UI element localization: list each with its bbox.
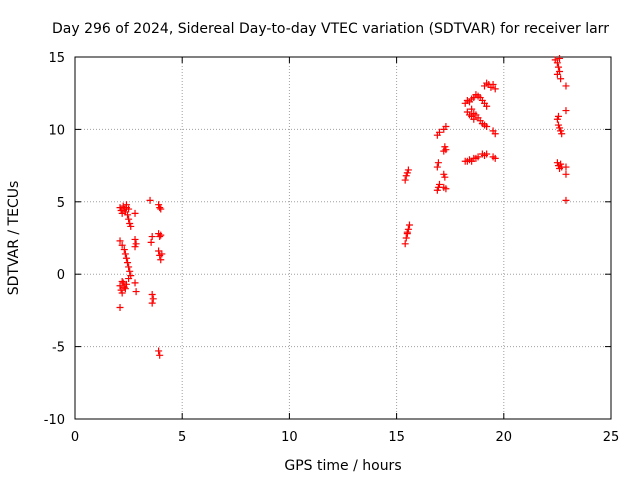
data-point-marker (146, 196, 154, 204)
data-point-marker (132, 288, 140, 296)
data-point-marker (156, 233, 164, 241)
data-point-marker (489, 81, 497, 89)
y-axis-label: SDTVAR / TECUs (6, 181, 22, 296)
data-point-marker (156, 351, 164, 359)
data-point-marker (121, 285, 129, 293)
data-point-marker (558, 130, 566, 138)
chart-title: Day 296 of 2024, Sidereal Day-to-day VTE… (52, 21, 609, 37)
data-point-marker (131, 279, 139, 287)
y-tick-label: 0 (57, 268, 65, 283)
data-point-marker (156, 204, 164, 212)
data-point-marker (553, 70, 561, 78)
data-point-marker (562, 163, 570, 171)
data-point-marker (483, 150, 491, 158)
data-point-marker (120, 246, 128, 254)
data-point-marker (433, 186, 441, 194)
data-point-marker (125, 263, 133, 271)
data-point-marker (403, 228, 411, 236)
data-point-marker (124, 211, 132, 219)
data-point-marker (442, 123, 450, 131)
y-tick-label: 15 (48, 51, 65, 66)
data-point-marker (155, 347, 163, 355)
data-point-marker (435, 128, 443, 136)
data-point-marker (401, 240, 409, 248)
tick-labels: 0 5 10 15 20 25 -10 -5 0 5 10 15 (44, 51, 620, 445)
data-point-marker (562, 82, 570, 90)
data-point-marker (131, 243, 139, 251)
y-tick-label: 5 (57, 196, 65, 211)
grid-lines (75, 57, 611, 419)
data-point-marker (491, 130, 499, 138)
data-point-marker (116, 304, 124, 312)
x-tick-label: 20 (496, 430, 513, 445)
data-point-marker (404, 166, 412, 174)
data-point-marker (122, 280, 130, 288)
data-point-marker (468, 105, 476, 113)
data-point-marker (556, 54, 564, 62)
data-point-marker (124, 259, 132, 267)
data-point-marker (483, 102, 491, 110)
data-point-marker (474, 153, 482, 161)
data-point-marker (157, 256, 165, 264)
y-tick-label: -5 (52, 341, 65, 356)
data-point-marker (118, 289, 126, 297)
data-point-marker (157, 205, 165, 213)
data-point-marker (127, 222, 135, 230)
data-point-marker (557, 75, 565, 83)
y-tick-label: -10 (44, 413, 65, 428)
plot-frame (74, 56, 612, 420)
data-point-marker (121, 250, 129, 258)
x-tick-label: 15 (388, 430, 405, 445)
data-point-marker (554, 63, 562, 71)
data-point-marker (147, 238, 155, 246)
data-point-marker (483, 123, 491, 131)
data-point-marker (405, 221, 413, 229)
data-point-marker (562, 170, 570, 178)
data-point-marker (122, 254, 130, 262)
data-point-marker (470, 115, 478, 123)
data-point-marker (118, 277, 126, 285)
data-point-marker (562, 196, 570, 204)
x-tick-label: 5 (178, 430, 186, 445)
data-point-marker (554, 112, 562, 120)
data-point-marker (442, 185, 450, 193)
data-points (116, 54, 570, 359)
data-point-marker (122, 201, 130, 209)
data-point-marker (434, 159, 442, 167)
data-point-marker (491, 85, 499, 93)
data-point-marker (562, 107, 570, 115)
data-point-marker (158, 250, 166, 258)
data-point-marker (401, 176, 409, 184)
data-point-marker (148, 299, 156, 307)
data-point-marker (118, 209, 126, 217)
data-point-marker (553, 59, 561, 67)
data-point-marker (125, 275, 133, 283)
x-axis-label: GPS time / hours (284, 458, 401, 474)
data-point-marker (442, 146, 450, 154)
data-point-marker (157, 231, 165, 239)
data-point-marker (116, 237, 124, 245)
x-tick-label: 25 (603, 430, 620, 445)
y-tick-label: 10 (48, 123, 65, 138)
data-point-marker (126, 267, 134, 275)
axis-ticks (74, 56, 612, 420)
data-point-marker (491, 154, 499, 162)
x-tick-label: 0 (71, 430, 79, 445)
data-point-marker (402, 234, 410, 242)
x-tick-label: 10 (281, 430, 298, 445)
data-point-marker (131, 209, 139, 217)
data-point-marker (125, 215, 133, 223)
data-point-marker (148, 290, 156, 298)
data-point-marker (149, 295, 157, 303)
data-point-marker (118, 241, 126, 249)
data-point-marker (441, 173, 449, 181)
data-point-marker (131, 235, 139, 243)
data-point-marker (433, 163, 441, 171)
data-point-marker (148, 233, 156, 241)
data-point-marker (125, 205, 133, 213)
data-point-marker (119, 279, 127, 287)
